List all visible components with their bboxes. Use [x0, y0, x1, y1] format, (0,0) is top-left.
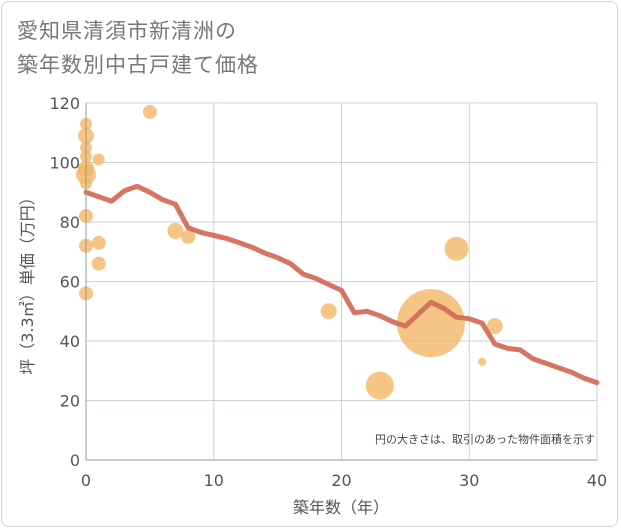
- bubble-point: [365, 371, 394, 400]
- bubble-series: [76, 104, 503, 400]
- y-tick-label: 80: [60, 213, 80, 232]
- axes: [85, 103, 597, 461]
- x-axis-label: 築年数（年）: [293, 498, 389, 517]
- chart-title-line-2: 築年数別中古戸建て価格: [17, 53, 259, 77]
- x-tick-label: 30: [459, 471, 479, 490]
- bubble-point: [167, 222, 184, 239]
- bubble-point: [92, 153, 105, 166]
- x-tick-label: 10: [204, 471, 224, 490]
- bubble-point: [91, 256, 106, 271]
- y-tick-label: 100: [49, 154, 80, 173]
- tick-labels: 0 20 40 60 80 100 120 0 10 20 30 40: [49, 94, 607, 490]
- bubble-point: [91, 235, 106, 250]
- average-price-line: [83, 183, 600, 386]
- grid-lines: [85, 102, 598, 461]
- bubble-point: [444, 236, 469, 261]
- x-tick-label: 40: [587, 471, 607, 490]
- y-tick-label: 20: [60, 392, 80, 411]
- y-axis-label: 坪（3.3㎡）単価（万円）: [18, 189, 37, 374]
- x-tick-label: 20: [331, 471, 351, 490]
- bubble-point: [142, 104, 157, 119]
- bubble-size-note: 円の大きさは、取引のあった物件面積を示す: [375, 432, 595, 446]
- y-tick-label: 60: [60, 273, 80, 292]
- average-line-series: [83, 183, 600, 386]
- bubble-point: [396, 289, 465, 358]
- bubble-point: [320, 303, 337, 320]
- chart-title: 愛知県清須市新清洲の 築年数別中古戸建て価格: [17, 14, 259, 82]
- chart-title-line-1: 愛知県清須市新清洲の: [17, 19, 237, 43]
- y-tick-label: 0: [70, 451, 80, 470]
- y-tick-label: 120: [49, 94, 80, 113]
- bubble-point: [486, 318, 503, 335]
- bubble-point: [181, 229, 196, 244]
- x-tick-label: 0: [81, 471, 91, 490]
- y-tick-label: 40: [60, 332, 80, 351]
- bubble-point: [478, 357, 487, 366]
